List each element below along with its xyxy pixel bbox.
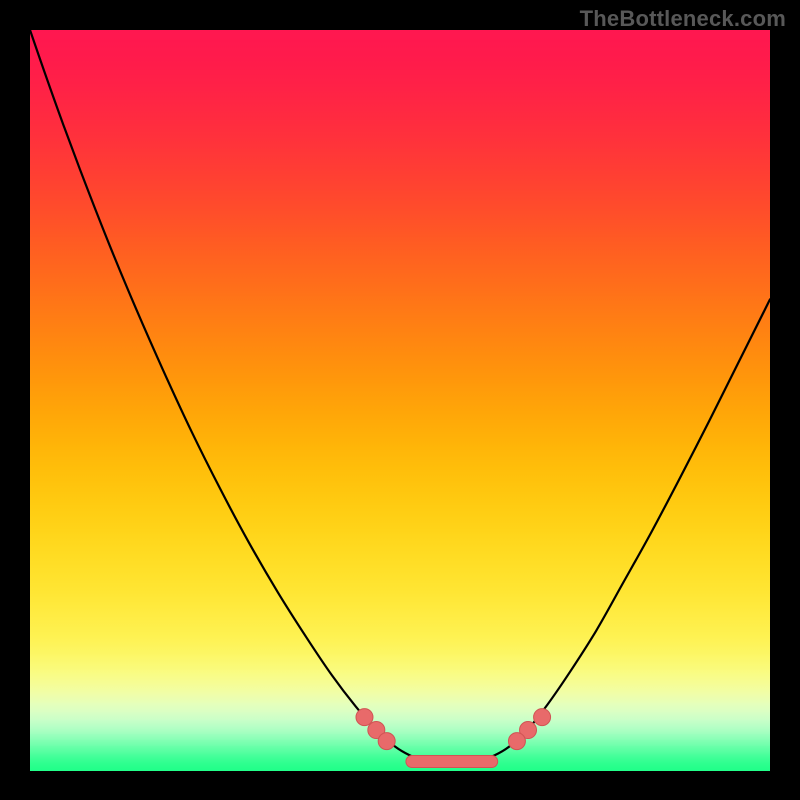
curve-marker <box>508 733 525 750</box>
curve-marker <box>378 733 395 750</box>
bottleneck-curve <box>30 30 770 762</box>
curve-marker <box>534 709 551 726</box>
watermark-text: TheBottleneck.com <box>580 6 786 32</box>
valley-bar-marker <box>406 755 498 767</box>
gradient-band <box>30 770 770 771</box>
curve-marker <box>356 709 373 726</box>
plot-area <box>30 30 770 770</box>
curve-layer <box>30 30 770 770</box>
chart-frame: TheBottleneck.com <box>0 0 800 800</box>
